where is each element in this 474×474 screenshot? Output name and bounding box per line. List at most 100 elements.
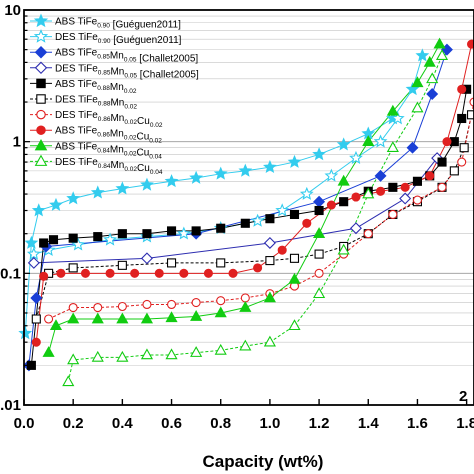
data-point xyxy=(386,141,399,153)
data-point xyxy=(457,157,467,167)
legend-label: DES TiFe0.84Mn0.02Cu0.04 xyxy=(55,157,163,176)
data-point xyxy=(399,192,412,205)
data-point xyxy=(39,271,49,281)
data-point xyxy=(179,268,189,278)
data-point xyxy=(302,218,312,228)
legend-label: DES TiFe0.90 [Guéguen2011] xyxy=(55,32,182,46)
axis-ticks: 0.0 0.2 0.4 0.6 0.8 1.0 1.2 1.4 1.6 1.8 10 1 0.1 0.01 xyxy=(0,2,474,432)
data-point xyxy=(263,291,276,303)
data-point xyxy=(390,111,405,125)
y-tick-label: 1 xyxy=(13,134,21,151)
plot-frame xyxy=(23,9,474,406)
data-point xyxy=(466,39,474,49)
data-point xyxy=(337,243,350,255)
x-tick-label: 1.6 xyxy=(407,415,428,432)
data-point xyxy=(240,293,250,303)
data-point xyxy=(42,346,55,357)
legend-label: DES TiFe0.85Mn0.05 [Challet2005] xyxy=(55,63,199,80)
data-point xyxy=(142,229,152,239)
data-point xyxy=(437,182,447,192)
data-point xyxy=(277,245,287,255)
data-point xyxy=(203,268,213,278)
data-point xyxy=(312,147,326,161)
data-point xyxy=(263,335,276,347)
data-point xyxy=(326,200,336,210)
data-point xyxy=(388,209,398,220)
data-point xyxy=(351,192,361,202)
data-point xyxy=(469,97,474,107)
data-point xyxy=(313,195,326,208)
data-point xyxy=(423,55,436,67)
data-point xyxy=(288,319,301,331)
data-point xyxy=(265,256,275,266)
data-point xyxy=(349,150,363,164)
data-point xyxy=(142,299,152,310)
data-point xyxy=(191,297,201,308)
data-point xyxy=(130,268,140,278)
legend-entry: DES TiFe0.90 [Guéguen2011] xyxy=(30,29,182,46)
legend-label: DES TiFe0.86Mn0.02Cu0.02 xyxy=(55,110,163,129)
data-point xyxy=(289,253,300,263)
data-point xyxy=(93,232,103,242)
data-point xyxy=(433,37,446,49)
data-point xyxy=(68,263,78,273)
legend-label: ABS TiFe0.85Mn0.05 [Challet2005] xyxy=(55,48,198,65)
x-tick-label: 0.4 xyxy=(112,415,134,432)
legend-marker xyxy=(36,94,46,104)
legend-label: ABS TiFe0.84Mn0.02Cu0.04 xyxy=(55,141,162,160)
data-point xyxy=(406,141,419,154)
data-point xyxy=(67,353,80,365)
legend-entry: DES TiFe0.84Mn0.02Cu0.04 xyxy=(30,154,163,176)
data-point xyxy=(216,258,226,268)
data-point xyxy=(116,350,129,362)
data-point xyxy=(66,191,81,205)
data-point xyxy=(216,296,226,306)
data-point xyxy=(374,169,387,182)
data-point xyxy=(324,168,339,182)
data-point xyxy=(140,348,154,360)
data-point xyxy=(26,360,36,370)
corner-label: 2 xyxy=(459,388,467,405)
data-point xyxy=(165,311,178,323)
data-point xyxy=(457,84,467,94)
data-point xyxy=(457,113,467,124)
data-point xyxy=(337,174,350,186)
data-point xyxy=(299,186,314,200)
x-tick-label: 1.2 xyxy=(309,415,330,432)
legend-label: ABS TiFe0.88Mn0.02 xyxy=(55,79,137,95)
legend-marker xyxy=(34,154,48,166)
data-point xyxy=(154,268,164,278)
x-tick-label: 1.0 xyxy=(259,415,280,432)
data-point xyxy=(39,238,49,248)
data-point xyxy=(349,222,362,235)
legend-marker xyxy=(36,125,46,135)
data-point xyxy=(265,214,275,224)
legend-marker xyxy=(36,78,46,89)
legend-entry: ABS TiFe0.88Mn0.02 xyxy=(30,78,137,95)
data-point xyxy=(437,157,447,167)
data-point xyxy=(388,182,398,192)
data-point xyxy=(415,48,430,62)
data-point xyxy=(216,223,226,233)
data-point xyxy=(24,235,39,249)
data-point xyxy=(213,166,228,180)
data-point xyxy=(93,302,103,313)
data-point xyxy=(313,287,326,299)
data-point xyxy=(140,312,154,324)
y-tick-label: 0.01 xyxy=(0,397,21,414)
data-point xyxy=(80,268,91,278)
data-point xyxy=(314,268,324,278)
data-point xyxy=(18,326,33,340)
data-point xyxy=(405,82,420,96)
series-line-3 xyxy=(33,157,438,264)
legend-entry: DES TiFe0.86Mn0.02Cu0.02 xyxy=(30,109,163,129)
series-line-5 xyxy=(35,114,473,320)
data-point xyxy=(117,260,127,270)
data-point xyxy=(386,104,399,116)
data-point xyxy=(228,268,238,278)
data-point xyxy=(91,350,104,362)
data-point xyxy=(362,135,375,146)
data-point xyxy=(62,375,75,387)
data-point xyxy=(31,203,46,217)
data-point xyxy=(68,302,78,313)
